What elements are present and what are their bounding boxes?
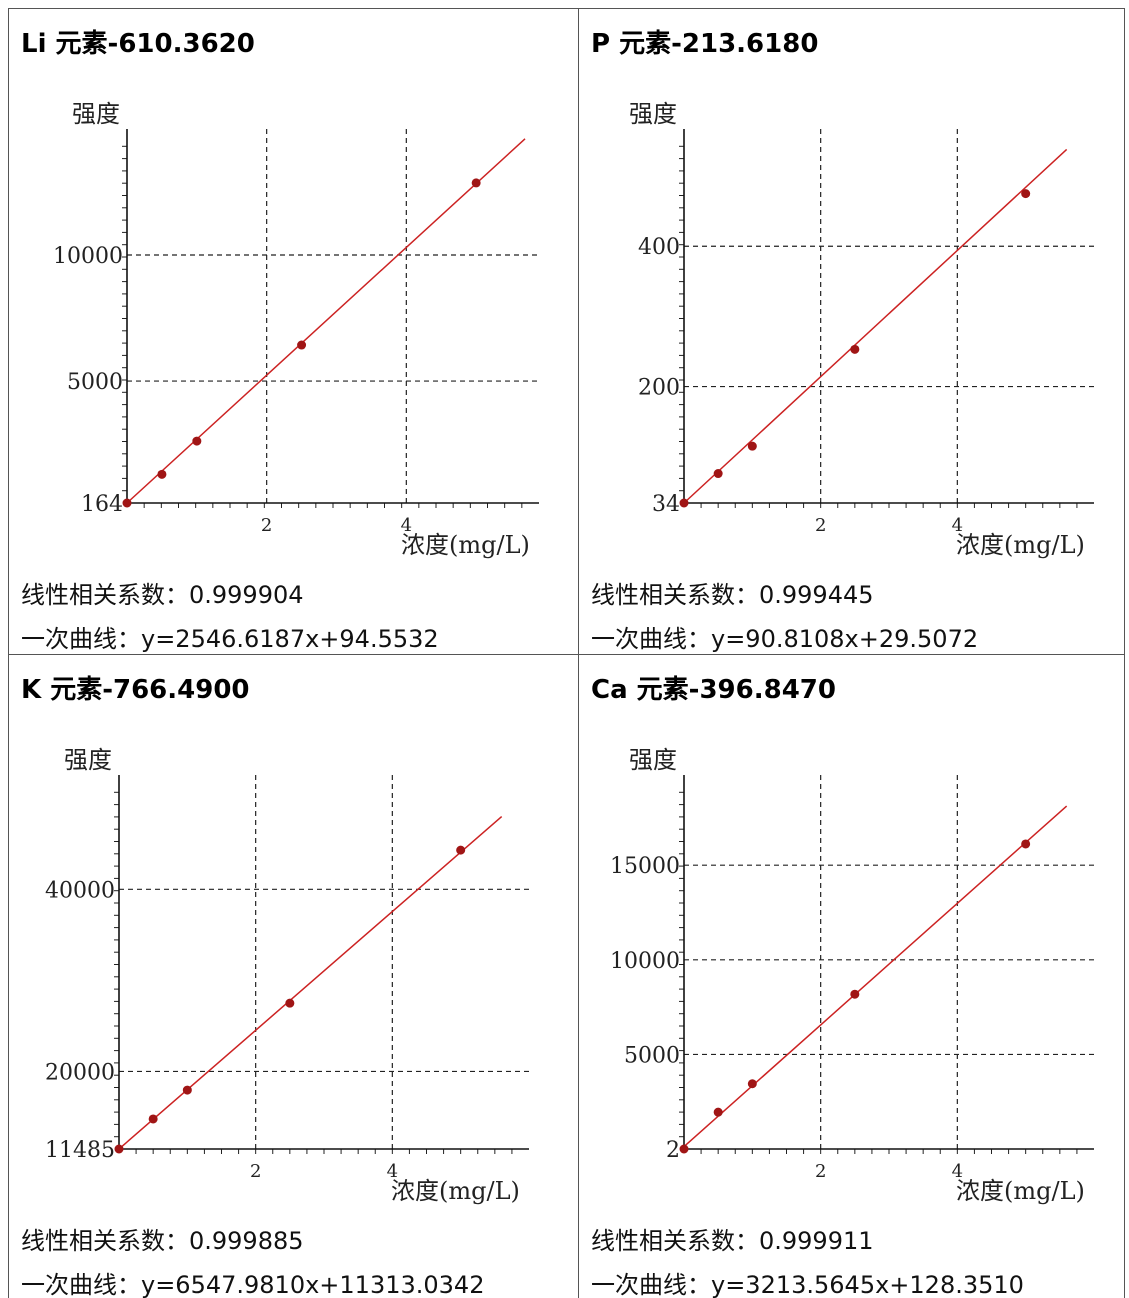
calibration-grid: Li 元素-610.3620 强度 浓度(mg/L) 2 4 164 5000 10000 … [8, 8, 1125, 1298]
y-tick-label: 200 [638, 376, 680, 401]
x-axis-label: 浓度(mg/L) [401, 531, 530, 559]
correlation-text: 线性相关系数：0.999911 [591, 1227, 874, 1255]
data-point [122, 498, 132, 508]
data-point [679, 498, 689, 508]
data-point [285, 998, 295, 1008]
y-tick-label: 40000 [45, 878, 115, 903]
fit-line [683, 805, 1068, 1148]
y-tick-label: 400 [638, 235, 680, 260]
x-tick-label: 4 [387, 1161, 398, 1182]
y-tick-label: 10000 [53, 244, 123, 269]
data-point [747, 1079, 757, 1089]
data-point [297, 340, 307, 350]
data-point [192, 436, 202, 446]
panel-li: Li 元素-610.3620 强度 浓度(mg/L) 2 4 164 5000 10000 … [8, 8, 578, 654]
correlation-text: 线性相关系数：0.999445 [591, 581, 874, 609]
y-tick-label: 10000 [610, 949, 680, 974]
curve-equation-text: 一次曲线：y=90.8108x+29.5072 [591, 625, 979, 653]
y-axis-label: 强度 [629, 746, 677, 774]
panel-p: P 元素-213.6180 强度浓度(mg/L) 2 4 34 200 400 线性相关系… [578, 8, 1125, 654]
data-point [1021, 839, 1031, 849]
panel-title: K 元素-766.4900 [21, 675, 250, 705]
correlation-text: 线性相关系数：0.999904 [21, 581, 304, 609]
x-axis-label: 浓度(mg/L) [391, 1177, 520, 1205]
x-tick-label: 4 [952, 515, 963, 536]
y-tick-label: 20000 [45, 1060, 115, 1085]
data-point [456, 845, 466, 855]
x-tick-label: 2 [261, 515, 272, 536]
y-axis-label: 强度 [629, 100, 677, 128]
x-axis-label: 浓度(mg/L) [956, 531, 1085, 559]
y-tick-label: 164 [81, 492, 123, 517]
panel-k: K 元素-766.4900 强度浓度(mg/L) 2 4 11485 20000 4000… [8, 654, 578, 1298]
panel-title: Li 元素-610.3620 [21, 29, 255, 59]
curve-equation-text: 一次曲线：y=3213.5645x+128.3510 [591, 1271, 1024, 1298]
x-tick-label: 2 [815, 515, 826, 536]
curve-equation-text: 一次曲线：y=2546.6187x+94.5532 [21, 625, 439, 653]
data-point [1021, 189, 1031, 199]
x-tick-label: 4 [401, 515, 412, 536]
fit-line [126, 138, 526, 504]
y-tick-label: 5000 [67, 370, 123, 395]
panel-title: Ca 元素-396.8470 [591, 675, 836, 705]
curve-equation-text: 一次曲线：y=6547.9810x+11313.0342 [21, 1271, 485, 1298]
panel-ca: Ca 元素-396.8470 强度浓度(mg/L) 2 4 2 5000 10000 150… [578, 654, 1125, 1298]
data-point [148, 1114, 158, 1124]
panel-title: P 元素-213.6180 [591, 29, 819, 59]
data-point [850, 344, 860, 354]
data-point [850, 989, 860, 999]
y-tick-label: 34 [652, 492, 680, 517]
y-tick-label: 2 [666, 1138, 680, 1163]
y-axis-label: 强度 [72, 100, 120, 128]
data-point [157, 469, 167, 479]
data-point [713, 469, 723, 479]
y-axis-label: 强度 [64, 746, 112, 774]
correlation-text: 线性相关系数：0.999885 [21, 1227, 304, 1255]
x-tick-label: 2 [815, 1161, 826, 1182]
y-tick-label: 15000 [610, 854, 680, 879]
fit-line [683, 148, 1068, 504]
y-tick-label: 11485 [45, 1138, 115, 1163]
x-axis-label: 浓度(mg/L) [956, 1177, 1085, 1205]
y-tick-label: 5000 [624, 1043, 680, 1068]
x-tick-label: 2 [250, 1161, 261, 1182]
data-point [471, 178, 481, 188]
data-point [679, 1144, 689, 1154]
data-point [182, 1085, 192, 1095]
data-point [747, 441, 757, 451]
x-tick-label: 4 [952, 1161, 963, 1182]
fit-line [118, 816, 503, 1150]
data-point [114, 1144, 124, 1154]
data-point [713, 1107, 723, 1117]
